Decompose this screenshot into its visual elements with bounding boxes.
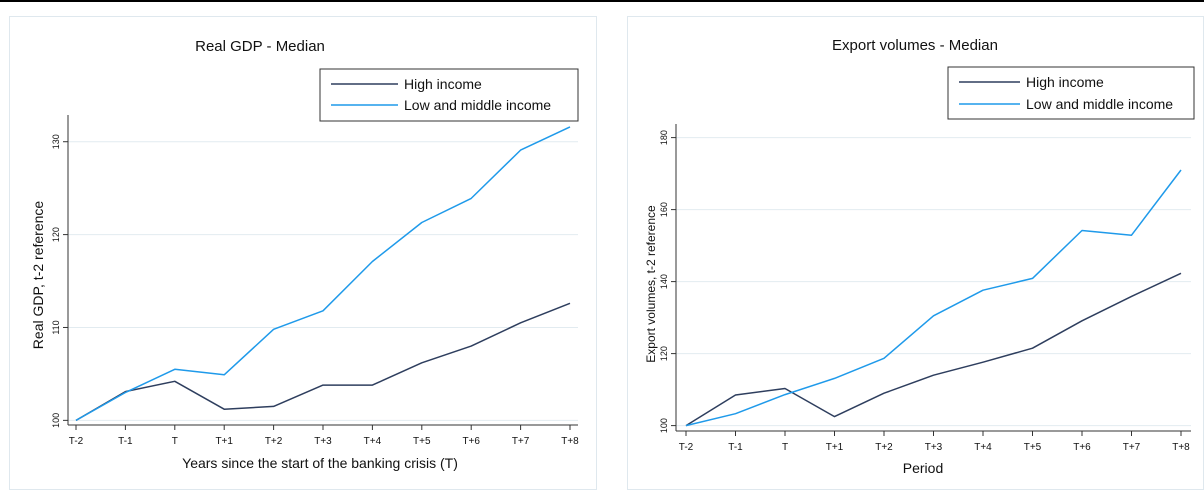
x-axis-label: Period xyxy=(903,460,943,476)
legend-label: Low and middle income xyxy=(1026,96,1173,112)
chart-title: Export volumes - Median xyxy=(832,37,998,54)
y-tick-label: 120 xyxy=(659,346,669,361)
x-tick-label: T+5 xyxy=(413,436,431,447)
x-tick-label: T+1 xyxy=(826,442,844,453)
x-tick-label: T+5 xyxy=(1024,442,1042,453)
legend-label: Low and middle income xyxy=(404,97,551,113)
x-tick-label: T+7 xyxy=(1123,442,1141,453)
y-axis-label: Real GDP, t-2 reference xyxy=(30,201,46,350)
series-line-high-income xyxy=(685,272,1182,427)
x-tick-label: T+2 xyxy=(875,442,893,453)
series-line-high-income xyxy=(75,302,571,422)
exports-chart-panel: Export volumes - Median 100 120 140 160 180 T-… xyxy=(627,16,1204,490)
y-tick-label: 100 xyxy=(51,413,61,428)
x-tick-label: T+1 xyxy=(215,436,233,447)
x-axis-label: Years since the start of the banking cri… xyxy=(182,455,458,471)
gdp-chart: Real GDP - Median 100 110 120 130 T-2 T-1 T T+1 T… xyxy=(30,38,579,471)
x-tick-label: T+6 xyxy=(1073,442,1091,453)
y-tick-label: 130 xyxy=(51,134,61,149)
legend-label: High income xyxy=(404,76,482,92)
gdp-chart-panel: Real GDP - Median 100 110 120 130 T-2 T-1 T T+1 T… xyxy=(9,16,597,490)
x-tick-label: T+4 xyxy=(974,442,992,453)
x-tick-label: T+3 xyxy=(314,436,332,447)
series-line-low-middle-income xyxy=(75,126,571,422)
exports-chart: Export volumes - Median 100 120 140 160 180 T-… xyxy=(644,37,1195,476)
x-tick-label: T-2 xyxy=(679,442,694,453)
y-tick-label: 140 xyxy=(659,274,669,289)
x-tick-label: T+2 xyxy=(265,436,283,447)
x-tick-label: T+4 xyxy=(364,436,382,447)
y-axis-label: Export volumes, t-2 reference xyxy=(644,205,658,363)
legend-label: High income xyxy=(1026,74,1104,90)
x-tick-label: T-1 xyxy=(728,442,743,453)
x-tick-label: T+3 xyxy=(925,442,943,453)
series-line-low-middle-income xyxy=(685,169,1182,427)
x-tick-label: T xyxy=(782,442,788,453)
chart-title: Real GDP - Median xyxy=(195,38,325,55)
x-tick-label: T xyxy=(172,436,178,447)
x-tick-label: T+8 xyxy=(561,436,579,447)
y-tick-label: 160 xyxy=(659,202,669,217)
y-tick-label: 110 xyxy=(51,320,61,334)
x-tick-label: T+7 xyxy=(512,436,530,447)
x-tick-label: T-1 xyxy=(118,436,133,447)
legend-box xyxy=(319,68,579,122)
top-border-line xyxy=(0,0,1204,2)
legend-box xyxy=(947,66,1195,120)
y-tick-label: 180 xyxy=(659,130,669,145)
y-tick-label: 120 xyxy=(51,227,61,242)
x-tick-label: T+6 xyxy=(462,436,480,447)
x-tick-label: T-2 xyxy=(69,436,84,447)
x-tick-label: T+8 xyxy=(1172,442,1190,453)
y-tick-label: 100 xyxy=(659,418,669,433)
